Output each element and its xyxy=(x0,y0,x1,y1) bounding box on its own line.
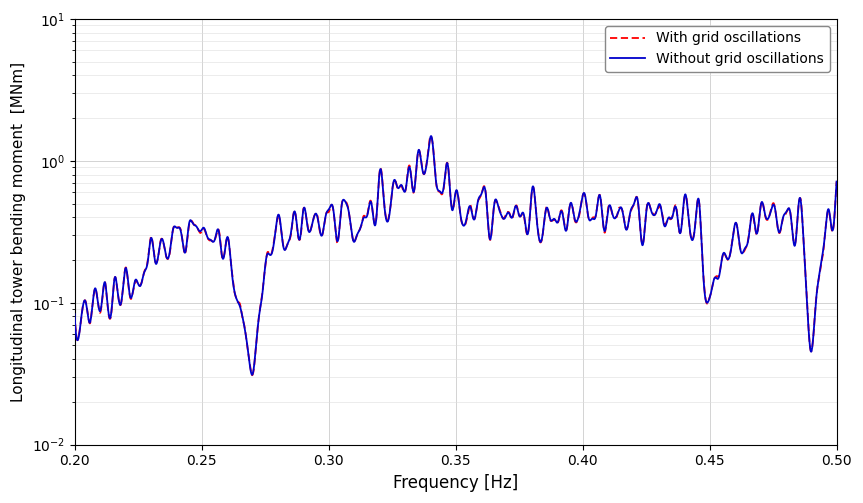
Legend: With grid oscillations, Without grid oscillations: With grid oscillations, Without grid osc… xyxy=(605,26,829,72)
With grid oscillations xyxy=(69,310,79,316)
Without grid oscillations xyxy=(362,213,372,219)
Without grid oscillations xyxy=(817,254,828,260)
With grid oscillations xyxy=(817,256,828,262)
With grid oscillations xyxy=(425,133,436,139)
Without grid oscillations xyxy=(735,244,746,250)
Without grid oscillations xyxy=(202,232,212,238)
With grid oscillations xyxy=(735,245,746,251)
Without grid oscillations xyxy=(69,311,79,317)
Without grid oscillations xyxy=(425,133,436,139)
With grid oscillations xyxy=(362,212,372,218)
Line: With grid oscillations: With grid oscillations xyxy=(74,136,836,375)
With grid oscillations xyxy=(831,179,841,185)
Without grid oscillations xyxy=(395,183,406,189)
With grid oscillations xyxy=(395,184,406,190)
Y-axis label: Longitudinal tower bending moment  [MNm]: Longitudinal tower bending moment [MNm] xyxy=(11,62,26,402)
Line: Without grid oscillations: Without grid oscillations xyxy=(74,136,836,375)
Without grid oscillations xyxy=(831,179,841,185)
With grid oscillations xyxy=(247,372,257,378)
With grid oscillations xyxy=(202,233,212,239)
Without grid oscillations xyxy=(247,372,257,378)
X-axis label: Frequency [Hz]: Frequency [Hz] xyxy=(393,474,518,492)
With grid oscillations xyxy=(156,236,167,242)
Without grid oscillations xyxy=(156,236,167,242)
